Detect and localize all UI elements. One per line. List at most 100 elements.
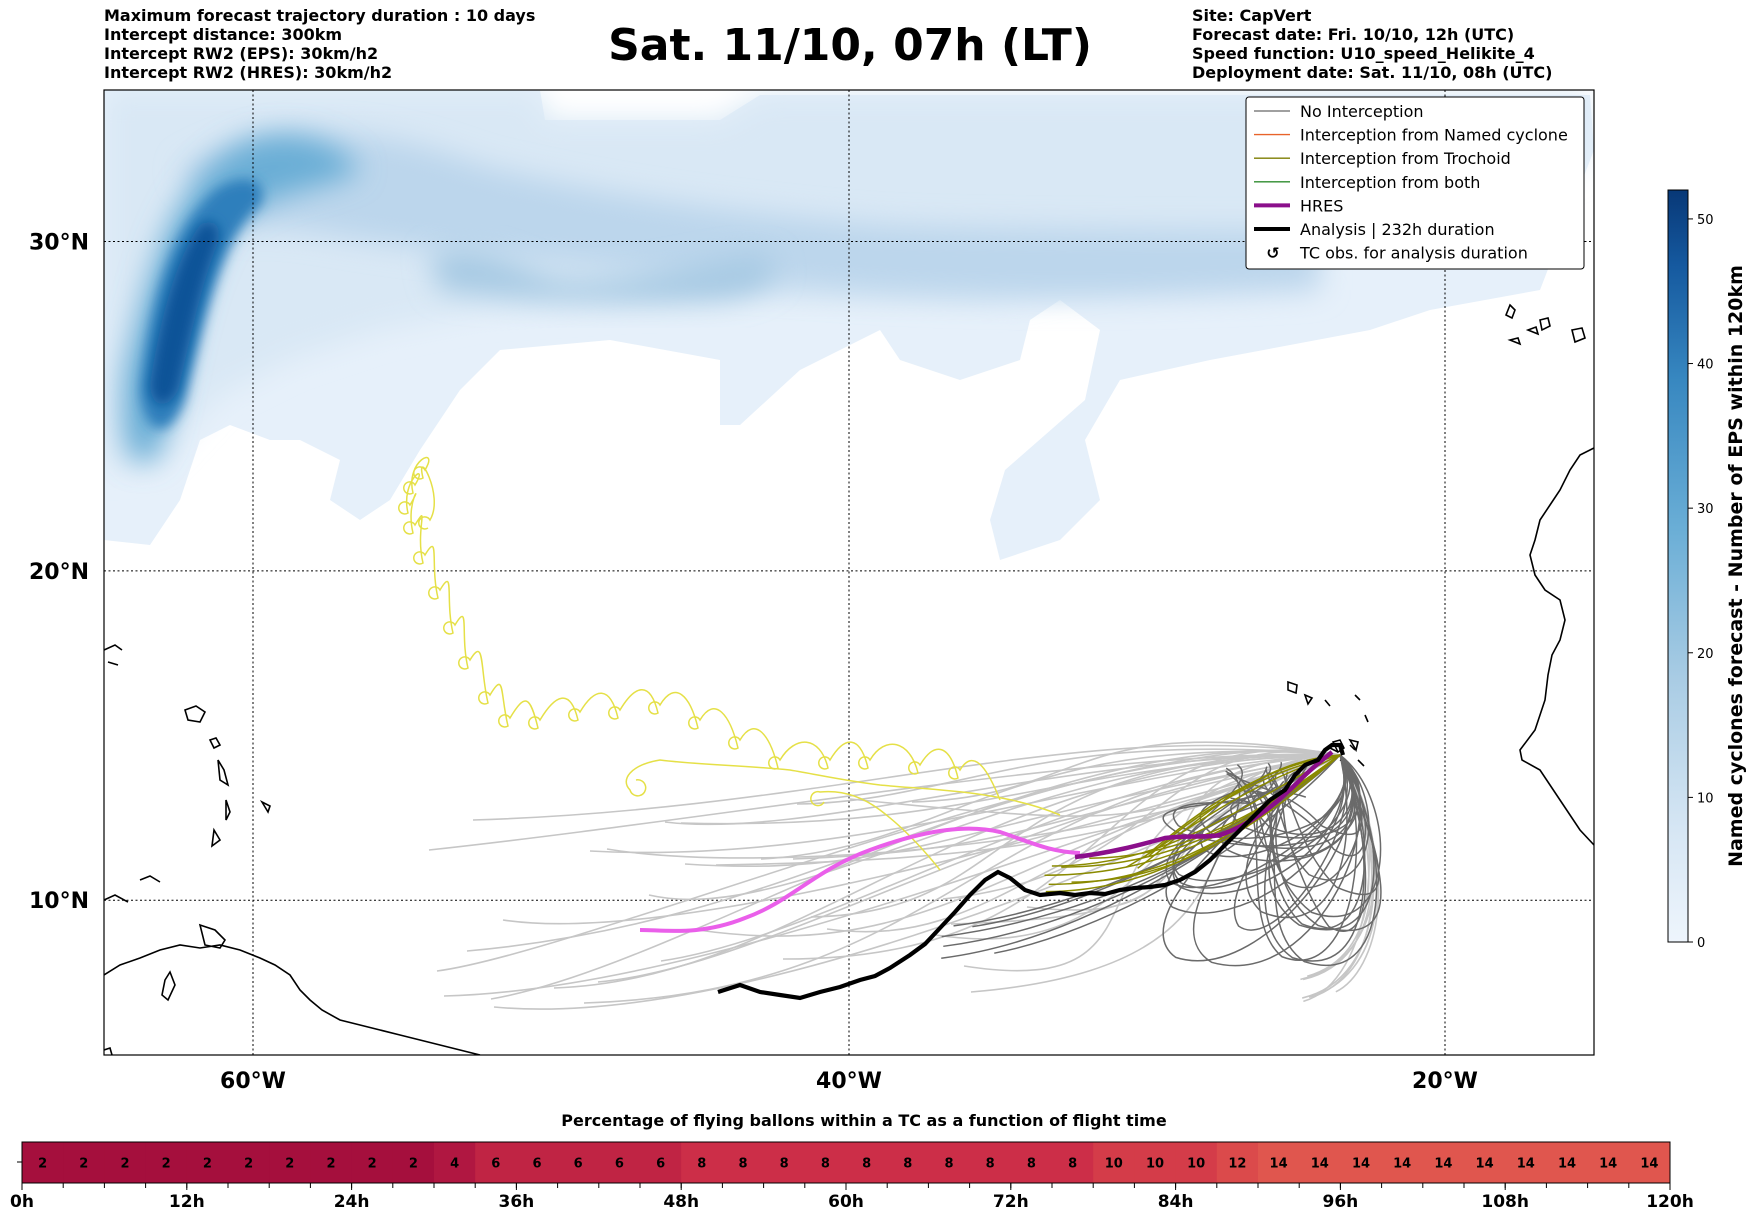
timeline-cells: 2 2 2 2 2 2 2 2 2 2 4 6 6 6 6 6 8 8 8 8 8 8 8 8 8 8 10 10 10 12 14 14 14…: [21, 1142, 1671, 1188]
colorbar-tick-label: 0: [1697, 936, 1705, 951]
latitude-label: 10°N: [29, 889, 89, 914]
trajectory-line: [1226, 754, 1358, 961]
site-parameters: Site: CapVert Forecast date: Fri. 10/10,…: [1192, 6, 1552, 82]
colorbar-tick-label: 30: [1697, 502, 1714, 517]
timeline-cell: [1381, 1142, 1424, 1183]
timeline-cell-value: 6: [615, 1157, 624, 1172]
trajectory-line: [1137, 754, 1341, 869]
legend-label: TC obs. for analysis duration: [1299, 244, 1528, 263]
timeline-cell-value: 8: [1027, 1157, 1036, 1172]
timeline-cell-value: 8: [780, 1157, 789, 1172]
timeline-cell-value: 14: [1393, 1157, 1411, 1172]
timeline-cell-value: 6: [491, 1157, 500, 1172]
timeline-cell: [1505, 1142, 1547, 1183]
timeline-cell-value: 2: [368, 1157, 377, 1172]
timeline-cell: [1340, 1142, 1383, 1183]
timeline-hour-label: 60h: [828, 1192, 864, 1212]
timeline-cell: [1628, 1142, 1671, 1183]
timeline-cell: [804, 1142, 847, 1183]
timeline-cell-value: 8: [986, 1157, 995, 1172]
timeline-cell: [475, 1142, 517, 1183]
page-title: Sat. 11/10, 07h (LT): [608, 20, 1092, 71]
timeline-cell-value: 6: [574, 1157, 583, 1172]
timeline-cell: [1134, 1142, 1177, 1183]
timeline-cell: [228, 1142, 270, 1183]
trajectory-line: [943, 754, 1341, 948]
trajectory-line: [1144, 754, 1341, 858]
trajectory-line: [1089, 754, 1341, 860]
timeline-cell-value: 8: [738, 1157, 747, 1172]
trajectory-line: [1172, 754, 1345, 895]
legend-label: Analysis | 232h duration: [1300, 220, 1495, 239]
longitude-label: 40°W: [816, 1069, 882, 1094]
timeline-cell: [392, 1142, 435, 1183]
timeline-cell: [681, 1142, 723, 1183]
timeline-cell: [63, 1142, 105, 1183]
trajectory-line: [597, 754, 1341, 983]
timeline-cell-value: 14: [1311, 1157, 1329, 1172]
trajectory-line: [1071, 754, 1341, 883]
timeline-cell: [1587, 1142, 1630, 1183]
timeline-cell-value: 8: [944, 1157, 953, 1172]
trajectory-line: [782, 749, 1341, 960]
info-line: Deployment date: Sat. 11/10, 08h (UTC): [1192, 63, 1553, 82]
timeline-hour-label: 72h: [993, 1192, 1029, 1212]
legend-label: HRES: [1300, 196, 1343, 215]
info-line: Forecast date: Fri. 10/10, 12h (UTC): [1192, 25, 1515, 44]
timeline-hour-labels: 0h 12h 24h 36h 48h 60h 72h 84h 96h 108h 120h: [10, 1183, 1694, 1212]
timeline-cell-value: 2: [120, 1157, 129, 1172]
colorbar-label: Named cyclones forecast - Number of EPS …: [1725, 265, 1747, 867]
coastlines: [104, 303, 1594, 1055]
timeline-cell-value: 14: [1640, 1157, 1658, 1172]
forecast-parameters: Maximum forecast trajectory duration : 1…: [104, 6, 535, 82]
timeline-cell: [640, 1142, 682, 1183]
hres-trajectory: [1074, 750, 1334, 860]
trajectory-line: [796, 748, 1341, 805]
legend-label: Interception from Trochoid: [1300, 149, 1511, 168]
timeline-cell: [516, 1142, 559, 1183]
timeline-cell-value: 14: [1352, 1157, 1370, 1172]
timeline-cell: [22, 1142, 64, 1183]
timeline: Percentage of flying ballons within a TC…: [10, 1111, 1694, 1212]
legend-label: Interception from Named cyclone: [1300, 126, 1568, 145]
trajectory-line: [660, 754, 1341, 962]
timeline-cell: [598, 1142, 641, 1183]
timeline-cell-value: 14: [1476, 1157, 1494, 1172]
trajectories-trochoid: [1044, 754, 1341, 893]
legend-box: [1245, 96, 1585, 270]
timeline-cell-value: 2: [38, 1157, 47, 1172]
timeline-hour-label: 96h: [1323, 1192, 1359, 1212]
timeline-cell: [104, 1142, 147, 1183]
trajectory-line-yellow: [810, 790, 941, 871]
colorbar-tick-label: 50: [1697, 213, 1714, 228]
timeline-cell-value: 10: [1187, 1157, 1205, 1172]
map-area: [104, 90, 1594, 1055]
timeline-cell: [1175, 1142, 1218, 1183]
trajectory-line: [1268, 754, 1370, 881]
trajectory-line: [490, 749, 1341, 1000]
longitude-labels: 60°W 40°W 20°W: [220, 1069, 1478, 1094]
timeline-cell-value: 8: [862, 1157, 871, 1172]
trajectory-line: [684, 754, 1341, 868]
timeline-cell: [1010, 1142, 1053, 1183]
timeline-cell: [145, 1142, 188, 1183]
timeline-cell: [186, 1142, 229, 1183]
timeline-cell: [1464, 1142, 1506, 1183]
trajectory-line: [1172, 754, 1347, 889]
timeline-cell: [1093, 1142, 1135, 1183]
timeline-cell: [722, 1142, 765, 1183]
timeline-hour-label: 36h: [499, 1192, 535, 1212]
timeline-cell-value: 4: [450, 1157, 459, 1172]
timeline-cell-value: 8: [1068, 1157, 1077, 1172]
timeline-hour-label: 84h: [1158, 1192, 1194, 1212]
timeline-cell: [434, 1142, 476, 1183]
legend-label: Interception from both: [1300, 173, 1480, 192]
timeline-cell-value: 2: [203, 1157, 212, 1172]
trajectory-line: [911, 741, 1341, 803]
timeline-hour-label: 24h: [334, 1192, 370, 1212]
timeline-cell: [557, 1142, 600, 1183]
legend-items: No Interception Interception from Named c…: [1254, 102, 1568, 263]
latitude-label: 30°N: [29, 231, 89, 256]
timeline-cell: [1258, 1142, 1300, 1183]
